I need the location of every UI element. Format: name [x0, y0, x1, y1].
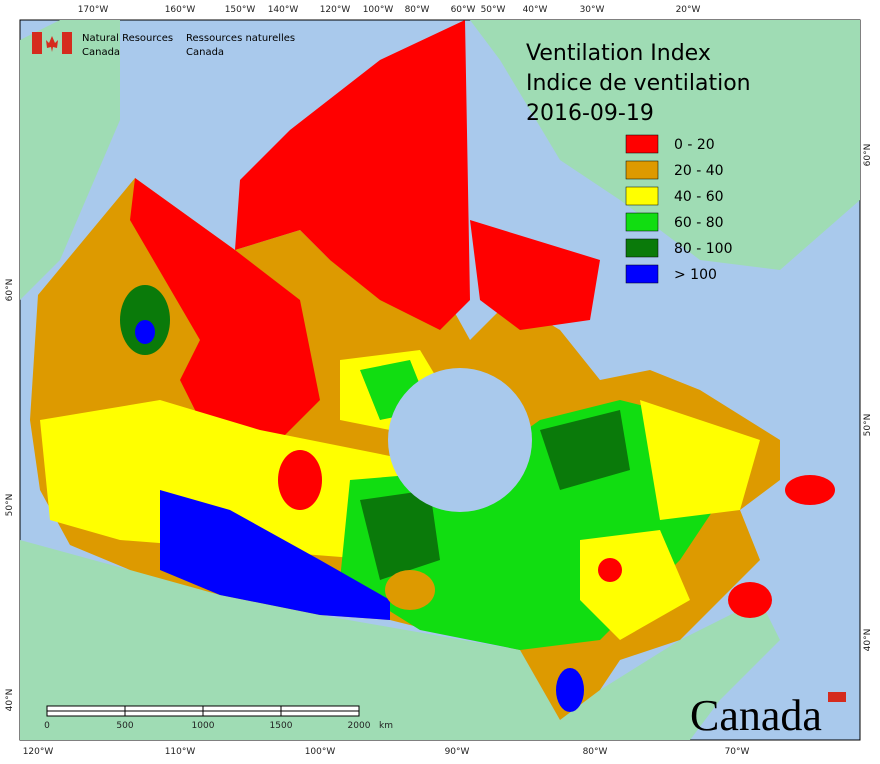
graticule-label: 80°W	[405, 5, 430, 15]
legend-swatch	[625, 160, 659, 180]
agency-en: Canada	[82, 47, 120, 58]
legend-label: > 100	[674, 267, 717, 283]
graticule-label: 140°W	[268, 5, 299, 15]
graticule-label: 100°W	[363, 5, 394, 15]
legend-label: 20 - 40	[674, 163, 724, 179]
legend-swatch	[625, 212, 659, 232]
agency-fr: Canada	[186, 47, 224, 58]
graticule-label: 50°N	[863, 414, 873, 437]
scale-label: 0	[44, 721, 50, 731]
graticule-label: 70°W	[725, 747, 750, 757]
labels: Natural Resources Canada Ressources nature…	[5, 5, 873, 757]
graticule-label: 50°N	[5, 494, 15, 517]
scale-segment	[46, 705, 126, 712]
scale-segment	[202, 710, 282, 717]
scale-unit: km	[379, 721, 393, 731]
agency-fr: Ressources naturelles	[186, 33, 295, 44]
map-title: Indice de ventilation	[526, 71, 751, 96]
maple-leaf	[46, 36, 58, 52]
graticule-label: 50°W	[481, 5, 506, 15]
map-title: 2016-09-19	[526, 101, 654, 126]
graticule-label: 120°W	[23, 747, 54, 757]
flag-right	[62, 32, 72, 54]
legend-swatch	[625, 134, 659, 154]
graticule-label: 110°W	[165, 747, 196, 757]
legend-swatch	[625, 264, 659, 284]
legend-label: 0 - 20	[674, 137, 715, 153]
graticule-label: 30°W	[580, 5, 605, 15]
legend-label: 40 - 60	[674, 189, 724, 205]
graticule-label: 60°N	[863, 144, 873, 167]
graticule-label: 40°N	[863, 629, 873, 652]
legend-label: 60 - 80	[674, 215, 724, 231]
scale-label: 1000	[192, 721, 215, 731]
graticule-label: 20°W	[676, 5, 701, 15]
graticule-label: 160°W	[165, 5, 196, 15]
flag-left	[32, 32, 42, 54]
scale-label: 500	[116, 721, 133, 731]
graticule-label: 90°W	[445, 747, 470, 757]
scale-segment	[280, 705, 360, 712]
scale-segment	[280, 710, 360, 717]
scale-segment	[124, 710, 204, 717]
graticule-label: 150°W	[225, 5, 256, 15]
scale-segment	[124, 705, 204, 712]
canada-landmass	[30, 20, 835, 720]
map-title: Ventilation Index	[526, 41, 711, 66]
scale-label: 2000	[348, 721, 371, 731]
scale-segment	[46, 710, 126, 717]
legend-swatch	[625, 238, 659, 258]
scale-segment	[202, 705, 282, 712]
graticule-label: 80°W	[583, 747, 608, 757]
legend: 0 - 20 20 - 40 40 - 60 60 - 80 80 - 100 > 100	[625, 134, 733, 284]
graticule-label: 60°W	[451, 5, 476, 15]
graticule-label: 40°W	[523, 5, 548, 15]
graticule-label: 40°N	[5, 689, 15, 712]
legend-swatch	[625, 186, 659, 206]
scale-label: 1500	[270, 721, 293, 731]
agency-en: Natural Resources	[82, 33, 173, 44]
wordmark: Canada	[690, 691, 822, 740]
legend-label: 80 - 100	[674, 241, 733, 257]
graticule-label: 100°W	[305, 747, 336, 757]
graticule-label: 120°W	[320, 5, 351, 15]
graticule-label: 170°W	[78, 5, 109, 15]
graticule-label: 60°N	[5, 279, 15, 302]
wordmark-flag	[828, 692, 846, 702]
